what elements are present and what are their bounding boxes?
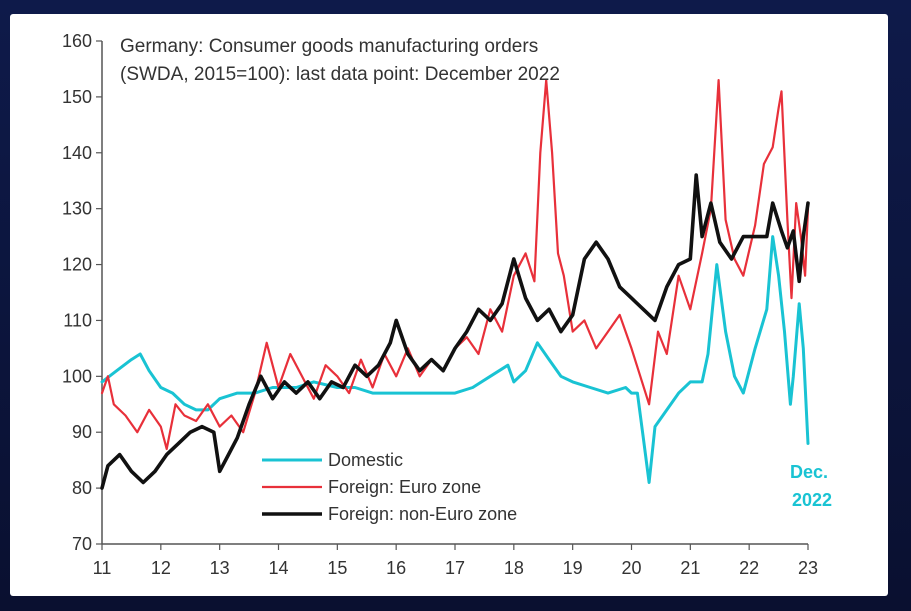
x-tick-label: 13 [210, 558, 230, 578]
x-tick-label: 14 [268, 558, 288, 578]
legend: Domestic Foreign: Euro zone Foreign: non-E… [262, 450, 517, 524]
y-tick-label: 130 [62, 199, 92, 219]
series-line-2 [100, 173, 810, 490]
y-tick-label: 100 [62, 366, 92, 386]
x-tick-label: 19 [563, 558, 583, 578]
y-tick-label: 140 [62, 143, 92, 163]
x-tick-label: 22 [739, 558, 759, 578]
x-tick-label: 20 [621, 558, 641, 578]
legend-label-0: Domestic [328, 450, 403, 470]
x-tick-label: 11 [93, 558, 112, 578]
x-tick-label: 12 [151, 558, 171, 578]
annotation-2022: 2022 [792, 490, 832, 510]
y-tick-label: 120 [62, 255, 92, 275]
y-tick-label: 90 [72, 422, 92, 442]
annotation-dec: Dec. [790, 462, 828, 482]
x-tick-label: 21 [680, 558, 700, 578]
y-tick-label: 70 [72, 534, 92, 554]
x-tick-label: 18 [504, 558, 524, 578]
y-tick-label: 160 [62, 31, 92, 51]
chart-title-line-1: Germany: Consumer goods manufacturing or… [120, 36, 538, 57]
chart-panel [10, 14, 888, 596]
x-tick-label: 23 [798, 558, 818, 578]
legend-label-1: Foreign: Euro zone [328, 477, 481, 497]
axes-layer: 70 80 90 100 110 120 130 140 150 160 11 12 13 14 15 16 1… [62, 31, 818, 578]
x-tick-label: 15 [327, 558, 347, 578]
y-tick-label: 110 [63, 310, 92, 330]
series-line-0 [100, 235, 810, 484]
series-layer [100, 79, 810, 490]
y-tick-label: 150 [62, 87, 92, 107]
chart-title-line-2: (SWDA, 2015=100): last data point: Decem… [120, 64, 560, 85]
y-tick-label: 80 [72, 478, 92, 498]
legend-label-2: Foreign: non-Euro zone [328, 504, 517, 524]
x-tick-label: 17 [445, 558, 465, 578]
x-tick-label: 16 [386, 558, 406, 578]
